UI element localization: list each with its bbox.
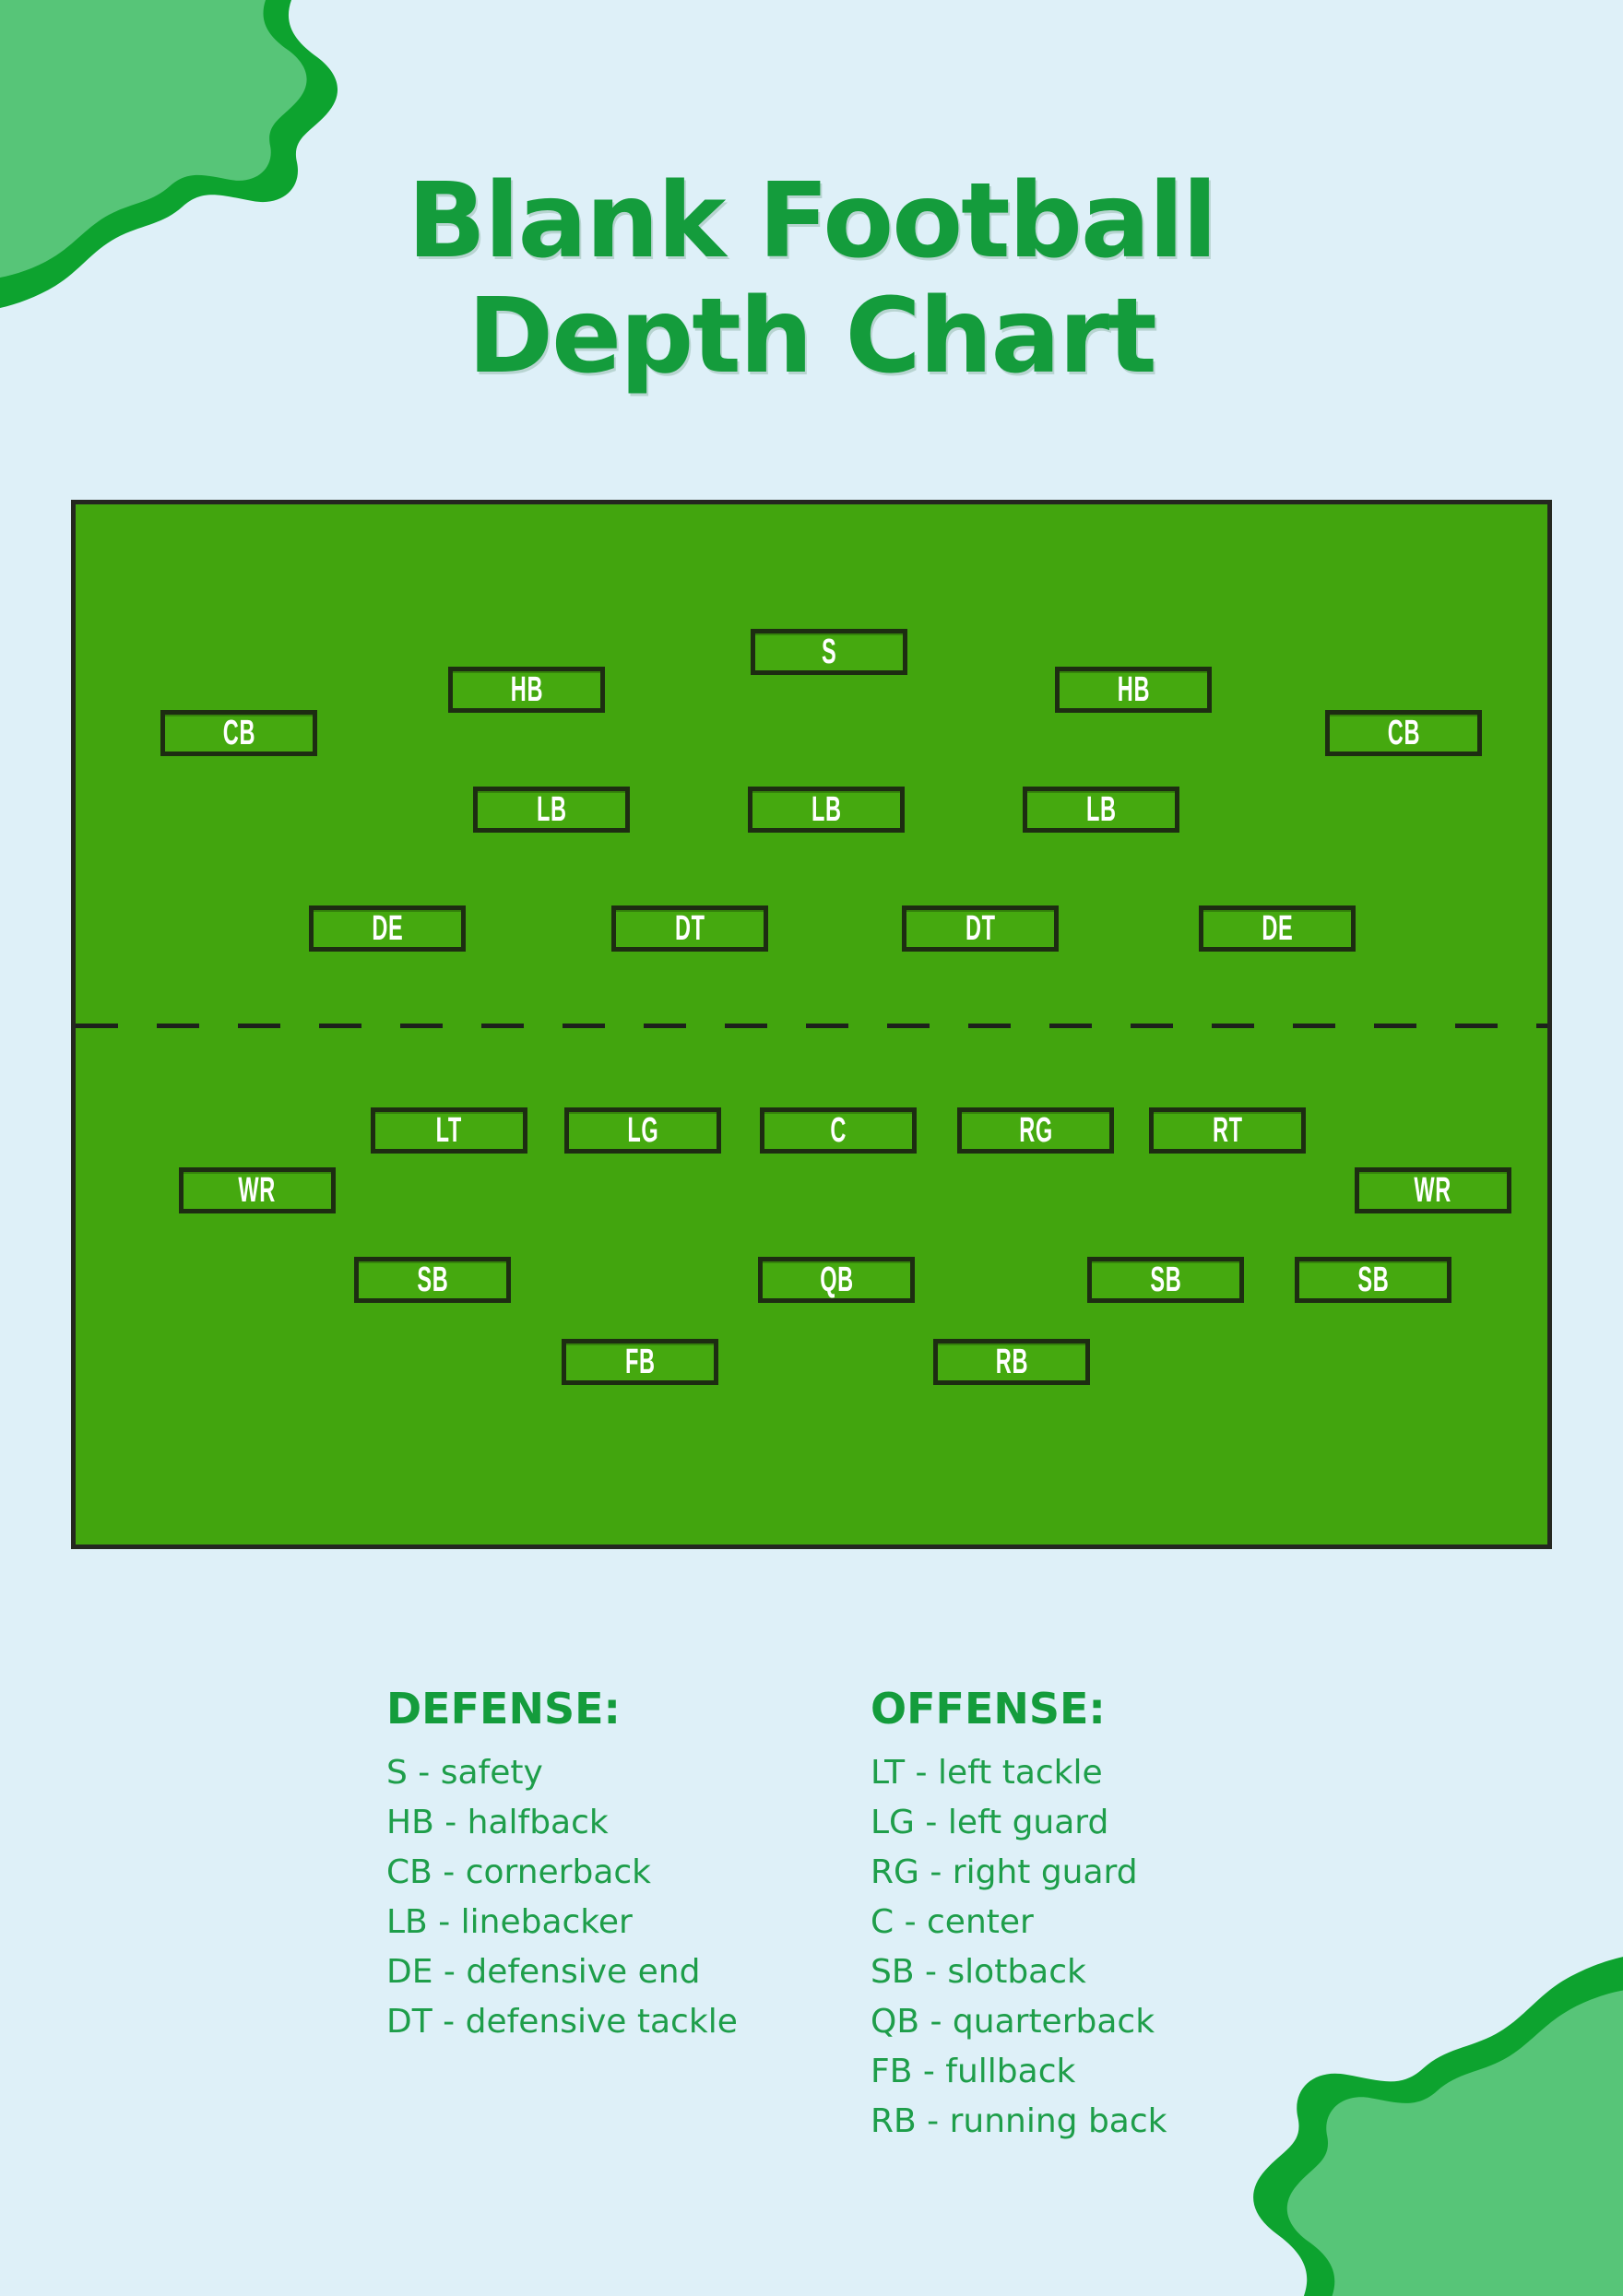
position-box-wr-right: WR	[1355, 1167, 1511, 1213]
page-title: Blank Football Depth Chart	[0, 161, 1623, 397]
position-label: SB	[1150, 1260, 1181, 1299]
legend-defense-heading: DEFENSE:	[386, 1684, 621, 1734]
position-box-cb-left: CB	[160, 710, 317, 756]
position-box-lg: LG	[564, 1107, 721, 1154]
legend-item: RB - running back	[871, 2102, 1167, 2140]
decorative-blob-bottom-right	[1253, 1957, 1623, 2296]
position-label: HB	[1117, 670, 1150, 709]
position-box-sb-right: SB	[1295, 1257, 1451, 1303]
position-label: WR	[238, 1171, 277, 1210]
football-field: S HB HB CB CB LB LB LB DE DT DT DE LT LG C RG RT WR WR SB QB…	[71, 500, 1552, 1549]
legend-item: LT - left tackle	[871, 1754, 1103, 1792]
position-box-lt: LT	[371, 1107, 527, 1154]
position-box-rt: RT	[1149, 1107, 1306, 1154]
position-label: RB	[995, 1343, 1028, 1381]
legend-item: S - safety	[386, 1754, 543, 1792]
position-label: DT	[674, 909, 705, 948]
position-label: C	[830, 1111, 847, 1150]
position-box-de-right: DE	[1199, 905, 1356, 952]
legend-item: C - center	[871, 1903, 1034, 1941]
legend-offense: OFFENSE: LT - left tackle LG - left guard…	[871, 1684, 1167, 2147]
position-box-lb-middle: LB	[748, 787, 905, 833]
position-label: DE	[1262, 909, 1293, 948]
position-box-de-left: DE	[309, 905, 466, 952]
position-label: RT	[1212, 1111, 1243, 1150]
position-box-s: S	[751, 629, 907, 675]
position-label: RG	[1018, 1111, 1053, 1150]
position-box-rg: RG	[957, 1107, 1114, 1154]
position-box-lb-right: LB	[1023, 787, 1179, 833]
position-label: FB	[624, 1343, 656, 1381]
title-line-1: Blank Football	[407, 161, 1217, 281]
position-box-wr-left: WR	[179, 1167, 336, 1213]
position-box-hb-right: HB	[1055, 667, 1212, 713]
legend-offense-list: LT - left tackle LG - left guard RG - righ…	[871, 1748, 1167, 2147]
legend-item: DE - defensive end	[386, 1953, 701, 1991]
position-box-hb-left: HB	[448, 667, 605, 713]
position-box-sb-mid-right: SB	[1087, 1257, 1244, 1303]
position-box-dt-left: DT	[611, 905, 768, 952]
legend-offense-heading: OFFENSE:	[871, 1684, 1106, 1734]
position-label: LT	[435, 1111, 463, 1150]
legend-defense: DEFENSE: S - safety HB - halfback CB - cor…	[386, 1684, 738, 2047]
legend-item: HB - halfback	[386, 1804, 609, 1841]
legend-item: QB - quarterback	[871, 2003, 1155, 2041]
legend-item: CB - cornerback	[386, 1853, 652, 1891]
position-box-qb: QB	[758, 1257, 915, 1303]
position-label: LB	[536, 790, 567, 829]
position-label: S	[821, 633, 837, 671]
position-label: CB	[222, 714, 255, 752]
position-label: SB	[417, 1260, 448, 1299]
line-of-scrimmage	[76, 1024, 1547, 1028]
position-label: DE	[372, 909, 403, 948]
position-box-cb-right: CB	[1325, 710, 1482, 756]
position-box-rb: RB	[933, 1339, 1090, 1385]
position-box-lb-left: LB	[473, 787, 630, 833]
legend-defense-list: S - safety HB - halfback CB - cornerback LB…	[386, 1748, 738, 2047]
position-label: CB	[1387, 714, 1420, 752]
legend-item: RG - right guard	[871, 1853, 1138, 1891]
title-line-2: Depth Chart	[468, 277, 1157, 397]
position-label: LG	[627, 1111, 658, 1150]
position-label: QB	[819, 1260, 854, 1299]
position-box-c: C	[760, 1107, 917, 1154]
position-box-sb-left: SB	[354, 1257, 511, 1303]
legend-item: SB - slotback	[871, 1953, 1086, 1991]
position-label: HB	[510, 670, 543, 709]
legend-item: DT - defensive tackle	[386, 2003, 738, 2041]
position-label: LB	[811, 790, 842, 829]
position-label: SB	[1357, 1260, 1389, 1299]
position-box-dt-right: DT	[902, 905, 1059, 952]
legend-item: LG - left guard	[871, 1804, 1109, 1841]
position-label: DT	[965, 909, 996, 948]
legend-item: FB - fullback	[871, 2053, 1076, 2090]
position-label: WR	[1414, 1171, 1452, 1210]
legend-item: LB - linebacker	[386, 1903, 633, 1941]
position-box-fb: FB	[562, 1339, 718, 1385]
position-label: LB	[1085, 790, 1117, 829]
